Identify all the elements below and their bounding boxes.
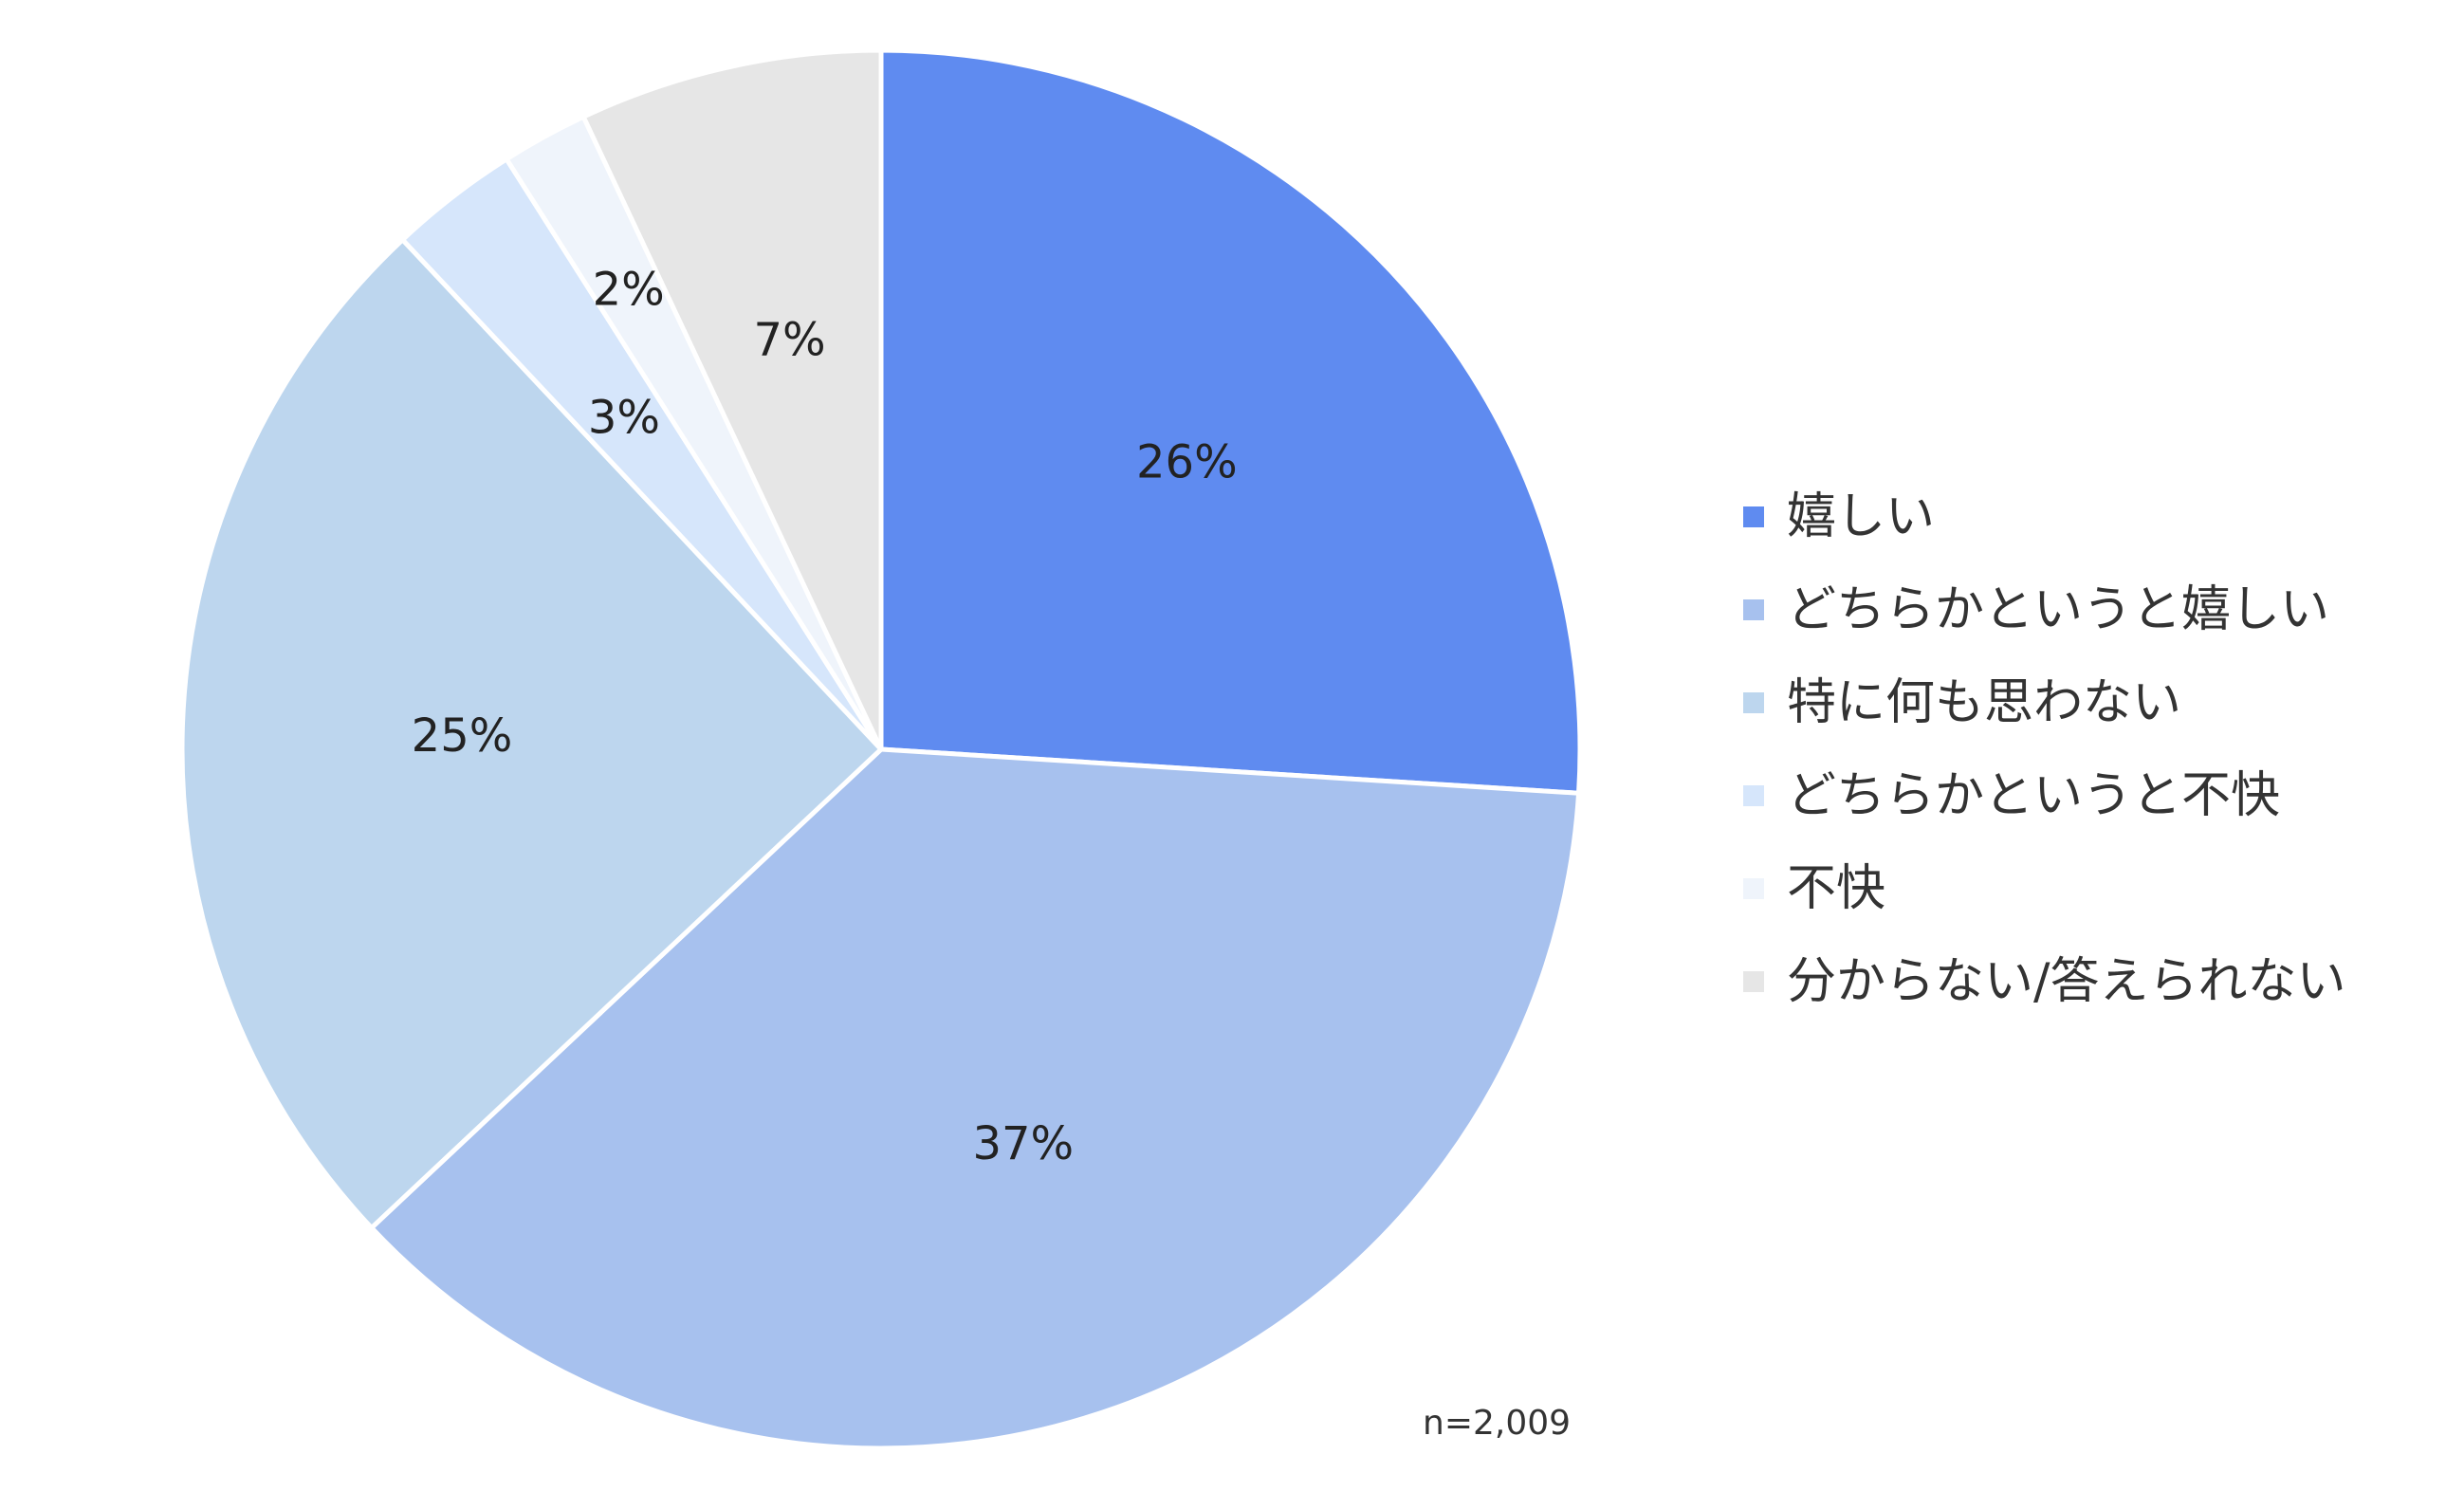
legend-label-0: 嬉しい — [1787, 488, 1935, 545]
legend: 嬉しいどちらかというと嬉しい特に何も思わないどちらかというと不快不快分からない/… — [1743, 488, 2346, 1010]
pie-slice-label-5: 7% — [753, 313, 825, 366]
pie-slice-5 — [579, 47, 884, 751]
legend-swatch-1 — [1743, 599, 1764, 620]
pie-slice-1 — [368, 746, 1582, 1451]
pie-slice-label-2: 25% — [412, 709, 513, 763]
pie-slice-label-0: 26% — [1136, 435, 1238, 488]
pie-slices — [179, 47, 1583, 1451]
sample-size-note: n=2,009 — [1423, 1404, 1571, 1443]
legend-swatch-0 — [1743, 506, 1764, 527]
legend-swatch-3 — [1743, 785, 1764, 806]
legend-swatch-5 — [1743, 971, 1764, 992]
pie-slice-0 — [878, 47, 1583, 796]
legend-swatch-4 — [1743, 878, 1764, 899]
legend-label-3: どちらかというと不快 — [1787, 767, 2280, 824]
pie-slice-labels: 26% 37% 25% 3% 2% 7% — [412, 264, 1238, 1170]
legend-swatch-2 — [1743, 692, 1764, 713]
pie-slice-2 — [179, 236, 885, 1232]
pie-slice-label-1: 37% — [972, 1117, 1074, 1170]
legend-label-2: 特に何も思わない — [1787, 674, 2181, 731]
pie-slice-label-4: 2% — [593, 264, 665, 317]
legend-label-4: 不快 — [1787, 860, 1885, 917]
pie-slice-label-3: 3% — [588, 392, 660, 445]
legend-label-5: 分からない/答えられない — [1787, 953, 2346, 1010]
legend-label-1: どちらかというと嬉しい — [1787, 581, 2329, 638]
